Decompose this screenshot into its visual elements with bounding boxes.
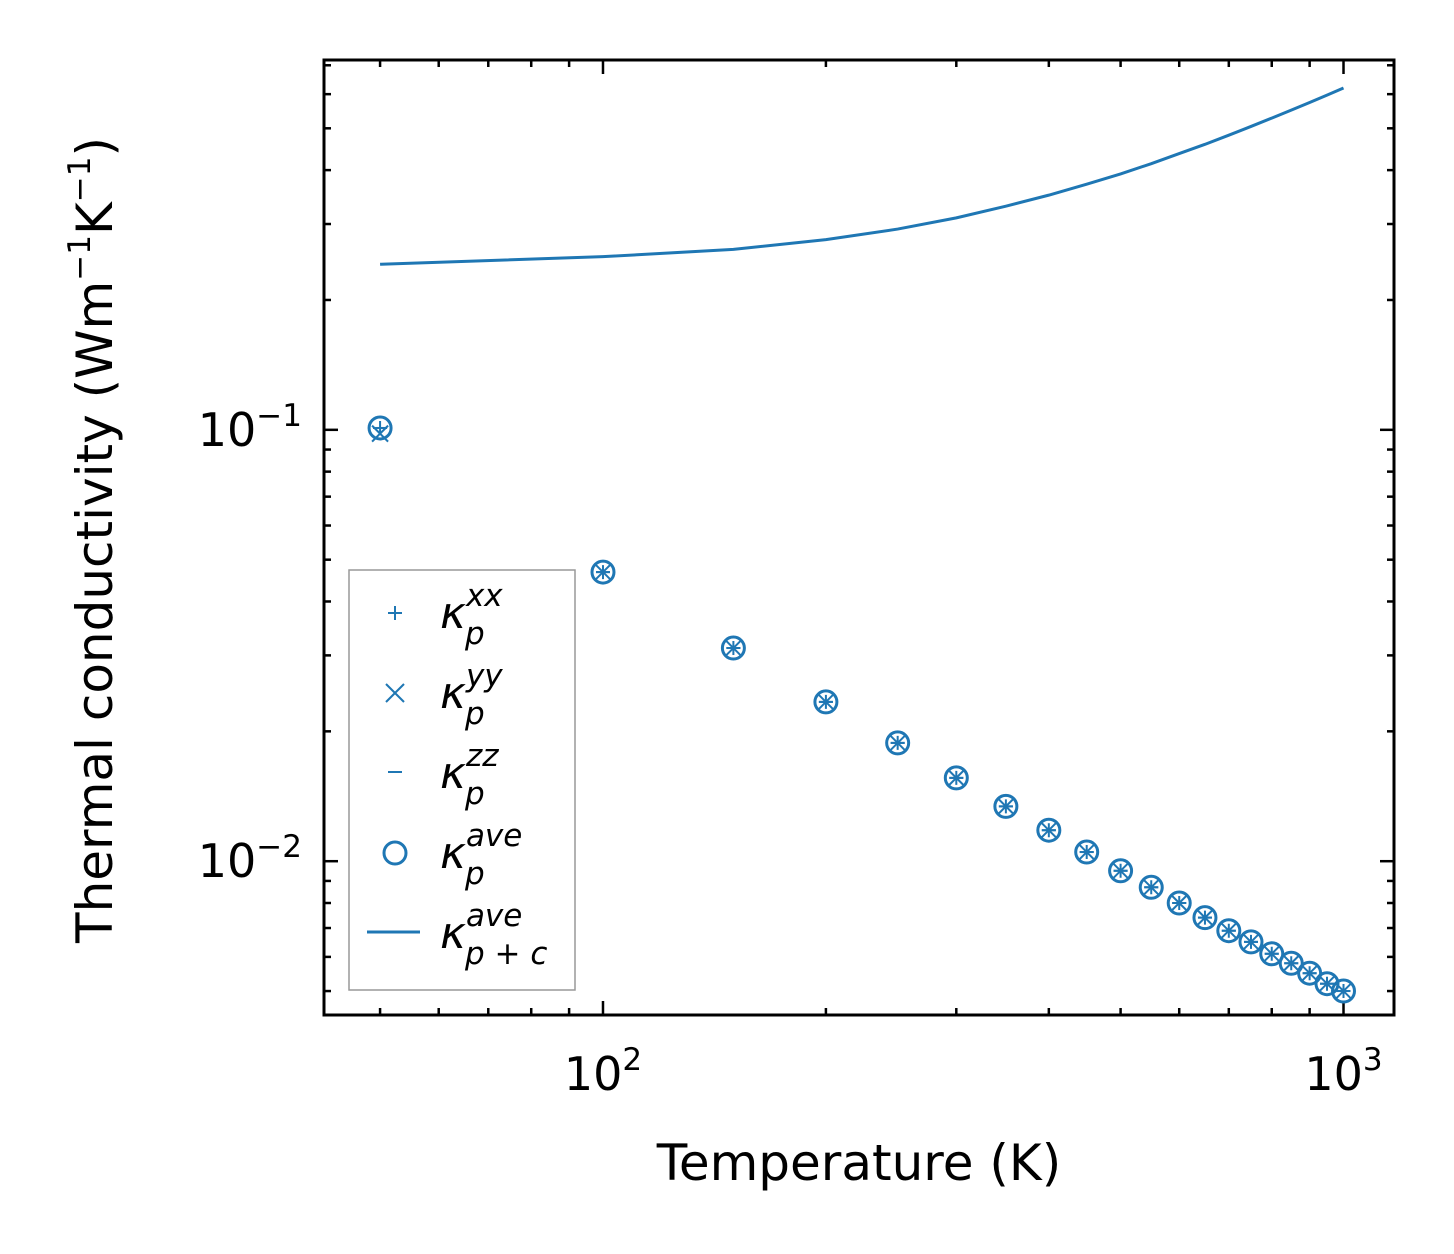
legend-entry-kappa-p-xx: κxx p: [388, 578, 503, 652]
point-kappa_p_ave: [1166, 890, 1192, 916]
legend-marker-plus: [388, 606, 402, 620]
point-kappa_p_ave: [367, 415, 393, 441]
point-kappa_p_ave: [1036, 817, 1062, 843]
legend-label-kappa-pc-ave: κave p + c: [440, 898, 547, 972]
y-tick-label: 10−1: [198, 398, 302, 457]
y-axis-label: Thermal conductivity (Wm−1K−1): [62, 137, 124, 944]
legend-label-kappa-p-yy: κyy p: [440, 658, 503, 732]
point-kappa_p_ave: [885, 730, 911, 756]
point-kappa_p_ave: [1331, 978, 1357, 1004]
legend-label-kappa-p-ave: κave p: [440, 818, 522, 892]
point-kappa_p_ave: [1192, 905, 1218, 931]
legend-entry-kappa-p-ave: κave p: [382, 818, 522, 892]
legend-marker-circle: [382, 840, 408, 866]
legend-label-kappa-p-xx: κxx p: [440, 578, 503, 652]
data-marks: [367, 86, 1357, 1004]
point-kappa_p_ave: [943, 765, 969, 791]
plot-frame: [322, 58, 1396, 1017]
point-kappa_p_ave: [1074, 839, 1100, 865]
point-kappa_p_ave: [993, 793, 1019, 819]
point-kappa_p_ave: [1108, 858, 1134, 884]
x-tick-label: 102: [564, 1042, 642, 1101]
y-tick-label: 10−2: [198, 829, 302, 888]
point-kappa_p_ave: [1138, 874, 1164, 900]
legend-entry-kappa-pc-ave: κave p + c: [367, 898, 547, 972]
x-axis-label: Temperature (K): [656, 1134, 1061, 1192]
legend-entry-kappa-p-yy: κyy p: [385, 658, 503, 732]
point-kappa_p_ave: [1238, 929, 1264, 955]
x-tick-label: 103: [1304, 1042, 1382, 1101]
legend-frame: [348, 569, 576, 991]
point-kappa_p_ave: [720, 635, 746, 661]
point-kappa_p_ave: [1216, 918, 1242, 944]
point-kappa_p_ave: [590, 559, 616, 585]
series-line-kappa_pc_ave: [380, 86, 1345, 266]
legend-marker-x: [385, 683, 405, 703]
tick-labels: 102 103 10−1 10−2: [198, 398, 1383, 1101]
point-kappa_p_ave: [1314, 971, 1340, 997]
legend-entry-kappa-p-zz: κzz p: [388, 738, 499, 812]
legend-label-kappa-p-zz: κzz p: [440, 738, 499, 812]
point-kappa_p_ave: [1259, 941, 1285, 967]
point-kappa_p_ave: [813, 689, 839, 715]
legend: κxx p κyy p κzz p κave p κave p + c: [348, 569, 576, 991]
